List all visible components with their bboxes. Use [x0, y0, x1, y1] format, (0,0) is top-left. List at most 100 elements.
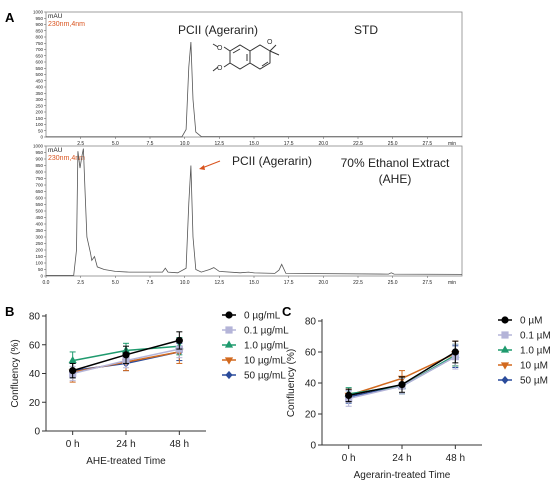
x-tick-label: 22.5 [353, 280, 363, 286]
y-tick-label: 350 [35, 91, 43, 96]
annotation-arrowhead [199, 165, 205, 170]
x-tick-label: 12.5 [214, 280, 224, 286]
y-tick-label: 800 [35, 35, 43, 40]
marker-square [501, 331, 509, 339]
y-tick-label: 600 [35, 60, 43, 65]
marker-triangle-up [224, 340, 234, 348]
y-tick-label: 300 [35, 235, 43, 240]
y-tick-label: 800 [35, 170, 43, 175]
chromatogram-trace [46, 148, 463, 276]
x-tick-label: 25.0 [388, 280, 398, 286]
legend-label: 50 µg/mL [244, 371, 286, 382]
y-tick-label: 450 [35, 78, 43, 83]
y-tick-label: 950 [35, 16, 43, 21]
agerarin-structure-drawing: O O O [212, 39, 280, 72]
y-tick-label: 650 [35, 189, 43, 194]
marker-diamond [501, 375, 509, 385]
y-tick-label: 100 [35, 261, 43, 266]
panel-label-c: C [282, 304, 292, 319]
marker-circle [501, 316, 509, 324]
y-tick-label: 300 [35, 97, 43, 102]
panel-label-a: A [5, 10, 15, 25]
legend-label: 0 µM [520, 316, 542, 327]
sample-tag: STD [354, 23, 378, 37]
y-tick-label: 0 [34, 427, 40, 438]
x-axis-label: Agerarin-treated Time [354, 470, 451, 481]
wavelength-label: 230nm,4nm [48, 155, 85, 162]
marker-triangle-down [500, 362, 510, 370]
y-tick-label: 500 [35, 72, 43, 77]
y-tick-label: 900 [35, 157, 43, 162]
y-tick-label: 700 [35, 47, 43, 52]
y-tick-label: 400 [35, 222, 43, 227]
svg-text:O: O [217, 45, 223, 52]
marker-circle [69, 367, 77, 375]
x-tick-label: 7.5 [147, 141, 154, 147]
marker-circle [122, 351, 130, 359]
y-tick-label: 0 [310, 441, 316, 452]
sample-tag-line: 70% Ethanol Extract [341, 156, 450, 170]
x-tick-label: 22.5 [353, 141, 363, 147]
y-tick-label: 950 [35, 150, 43, 155]
x-tick-label: 24 h [116, 439, 135, 450]
x-tick-label: 5.0 [112, 280, 119, 286]
marker-circle [225, 311, 233, 319]
y-tick-label: 200 [35, 110, 43, 115]
x-tick-label: 17.5 [284, 141, 294, 147]
x-tick-label: 2.5 [77, 280, 84, 286]
wavelength-label: 230nm,4nm [48, 21, 85, 28]
x-tick-label: 48 h [170, 439, 189, 450]
marker-triangle-up [68, 355, 77, 364]
marker-diamond [225, 370, 233, 380]
sample-tag: 70% Ethanol Extract (AHE) [341, 156, 450, 186]
marker-circle [398, 380, 406, 389]
marker-square [225, 326, 233, 334]
marker-triangle-down [224, 357, 234, 365]
y-tick-label: 150 [35, 254, 43, 259]
svg-text:O: O [217, 65, 223, 72]
x-unit-label: min [448, 141, 456, 147]
y-tick-label: 250 [35, 241, 43, 246]
legend-label: 50 µM [520, 376, 548, 387]
peak-label: PCII (Agerarin) [232, 154, 312, 168]
x-tick-label: 12.5 [214, 141, 224, 147]
unit-label: mAU [48, 13, 63, 20]
y-tick-label: 1000 [33, 10, 44, 15]
y-tick-label: 20 [305, 410, 317, 421]
y-tick-label: 60 [305, 348, 317, 359]
y-tick-label: 450 [35, 215, 43, 220]
x-tick-label: 48 h [446, 453, 465, 464]
y-tick-label: 750 [35, 176, 43, 181]
marker-circle [451, 348, 459, 356]
y-tick-label: 50 [38, 267, 44, 272]
y-tick-label: 250 [35, 103, 43, 108]
legend-label: 0 µg/mL [244, 311, 281, 322]
y-tick-label: 20 [29, 398, 41, 409]
marker-circle [175, 336, 183, 345]
y-tick-label: 850 [35, 163, 43, 168]
x-tick-label: 24 h [392, 453, 411, 464]
x-tick-label: 15.0 [249, 280, 259, 286]
x-tick-label: 17.5 [284, 280, 294, 286]
y-tick-label: 650 [35, 53, 43, 58]
x-tick-label: 0 h [342, 453, 356, 464]
y-tick-label: 400 [35, 85, 43, 90]
y-tick-label: 750 [35, 41, 43, 46]
y-tick-label: 80 [29, 312, 41, 323]
x-axis-label: AHE-treated Time [86, 456, 166, 467]
x-tick-label: 27.5 [422, 141, 432, 147]
x-tick-label: 10.0 [180, 141, 190, 147]
legend-label: 0.1 µM [520, 331, 550, 342]
x-tick-label: 15.0 [249, 141, 259, 147]
sample-tag-line: (AHE) [379, 172, 412, 186]
y-axis-label: Confluency (%) [286, 349, 297, 417]
legend-label: 10 µM [520, 361, 548, 372]
y-axis-label: Confluency (%) [10, 339, 21, 407]
y-tick-label: 150 [35, 116, 43, 121]
y-tick-label: 40 [305, 379, 317, 390]
chromatogram-std: mAU230nm,4nm0501001502002503003504004505… [33, 10, 463, 147]
y-tick-label: 60 [29, 340, 41, 351]
marker-triangle-up [500, 345, 510, 353]
legend-label: 0.1 µg/mL [244, 326, 289, 337]
